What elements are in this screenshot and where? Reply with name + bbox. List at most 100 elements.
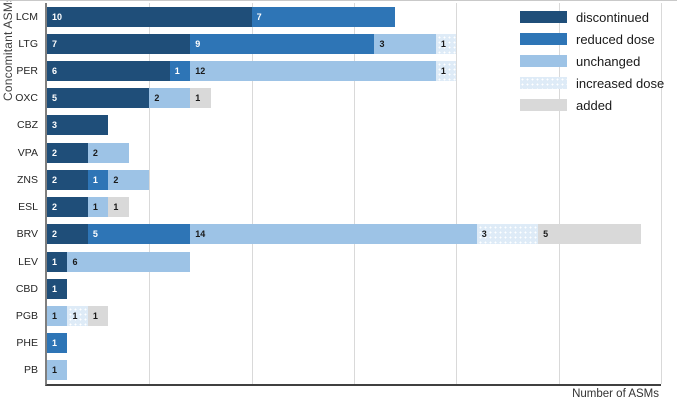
category-label-lcm: LCM <box>15 10 38 23</box>
category-label-cbz: CBZ <box>17 119 38 132</box>
bar-segment-unchanged: 1 <box>87 197 109 218</box>
legend-item-discontinued: discontinued <box>520 6 664 28</box>
legend-item-unchanged: unchanged <box>520 50 664 72</box>
bar-stack: 3 <box>47 115 661 136</box>
bar-row-pb: 1 <box>47 357 661 384</box>
category-label-cbd: CBD <box>15 282 38 295</box>
bar-row-esl: 2 1 1 <box>47 193 661 220</box>
legend-label: discontinued <box>576 9 649 25</box>
category-label-ltg: LTG <box>18 37 38 50</box>
bar-value-label: 2 <box>92 147 98 158</box>
bar-value-label: 6 <box>72 256 78 267</box>
bar-segment-unchanged: 2 <box>108 169 150 190</box>
bar-row-lcm: 10 7 <box>47 3 661 30</box>
legend: discontinued reduced dose unchanged increas… <box>520 6 664 116</box>
bar-stack: 6 1 12 1 <box>47 61 661 82</box>
bar-value-label: 1 <box>52 365 58 376</box>
bar-segment-discontinued: 1 <box>47 278 68 299</box>
gridline <box>456 3 458 384</box>
bar-value-label: 5 <box>52 93 58 104</box>
bar-segment-increased-dose: 1 <box>435 61 457 82</box>
bar-value-label: 2 <box>52 202 58 213</box>
bar-stack: 10 7 <box>47 6 661 27</box>
category-axis: LCM LTG PER OXC CBZ VPA ZNS ESL BRV LEV CBD PGB PHE P… <box>0 3 40 384</box>
bar-stack: 1 <box>47 333 661 354</box>
bar-value-label: 1 <box>52 338 58 349</box>
bar-segment-discontinued: 1 <box>47 251 68 272</box>
bar-value-label: 3 <box>52 120 58 131</box>
category-label-oxc: OXC <box>15 92 38 105</box>
legend-item-reduced-dose: reduced dose <box>520 28 664 50</box>
bar-row-per: 6 1 12 1 <box>47 57 661 84</box>
bar-value-label: 2 <box>52 147 58 158</box>
bar-value-label: 10 <box>52 11 63 22</box>
bar-segment-added: 1 <box>87 305 109 326</box>
bar-value-label: 1 <box>92 174 98 185</box>
bar-value-label: 1 <box>440 66 446 77</box>
bar-value-label: 5 <box>543 229 549 240</box>
bar-segment-discontinued: 2 <box>47 142 88 163</box>
bar-value-label: 1 <box>52 256 58 267</box>
bar-stack: 7 9 3 1 <box>47 33 661 54</box>
bar-value-label: 1 <box>113 202 119 213</box>
bar-value-label: 2 <box>154 93 160 104</box>
bar-value-label: 3 <box>481 229 487 240</box>
category-label-brv: BRV <box>16 228 38 241</box>
bar-segment-reduced-dose: 1 <box>47 333 68 354</box>
bar-row-brv: 2 5 14 3 5 <box>47 221 661 248</box>
bar-value-label: 7 <box>256 11 262 22</box>
bar-value-label: 1 <box>52 310 58 321</box>
bar-stack: 1 1 1 <box>47 305 661 326</box>
bar-row-cbz: 3 <box>47 112 661 139</box>
gridline <box>251 3 253 384</box>
legend-swatch <box>520 77 567 89</box>
bar-value-label: 1 <box>52 283 58 294</box>
bar-stack: 2 5 14 3 5 <box>47 224 661 245</box>
bar-value-label: 12 <box>195 66 206 77</box>
category-label-per: PER <box>16 65 38 78</box>
bar-row-oxc: 5 2 1 <box>47 85 661 112</box>
gridline <box>354 3 355 384</box>
bar-value-label: 3 <box>379 38 385 49</box>
gridline <box>661 3 662 384</box>
legend-label: reduced dose <box>576 31 655 47</box>
legend-label: unchanged <box>576 53 641 69</box>
bar-segment-unchanged: 6 <box>67 251 191 272</box>
legend-item-increased-dose: increased dose <box>520 72 664 94</box>
legend-label: added <box>576 97 613 113</box>
bar-stack: 2 1 2 <box>47 169 661 190</box>
bar-stack: 1 <box>47 278 661 299</box>
legend-label: increased dose <box>576 75 665 91</box>
bar-segment-increased-dose: 1 <box>67 305 88 326</box>
bar-value-label: 7 <box>52 38 58 49</box>
bar-segment-unchanged: 14 <box>190 224 477 245</box>
bar-value-label: 5 <box>92 229 98 240</box>
gridline <box>149 3 151 384</box>
legend-swatch <box>520 99 567 111</box>
category-label-zns: ZNS <box>17 173 38 186</box>
bar-value-label: 6 <box>52 66 58 77</box>
bar-segment-unchanged: 1 <box>47 360 68 381</box>
bar-segment-added: 1 <box>190 88 211 109</box>
bar-value-label: 1 <box>440 38 446 49</box>
legend-swatch <box>520 33 567 45</box>
bar-stack: 1 <box>47 360 661 381</box>
bar-segment-added: 1 <box>108 197 129 218</box>
bar-segment-unchanged: 2 <box>149 88 191 109</box>
bar-row-cbd: 1 <box>47 275 661 302</box>
bar-segment-unchanged: 1 <box>47 305 68 326</box>
bar-value-label: 1 <box>72 310 78 321</box>
bar-segment-discontinued: 2 <box>47 197 88 218</box>
bar-segment-unchanged: 3 <box>374 33 436 54</box>
category-label-pgb: PGB <box>15 309 38 322</box>
bar-segment-discontinued: 2 <box>47 169 88 190</box>
bar-row-pgb: 1 1 1 <box>47 302 661 329</box>
bar-segment-increased-dose: 3 <box>476 224 539 245</box>
bar-value-label: 1 <box>92 310 98 321</box>
bar-value-label: 2 <box>52 229 58 240</box>
bar-value-label: 14 <box>195 229 206 240</box>
bar-row-phe: 1 <box>47 330 661 357</box>
bar-segment-reduced-dose: 7 <box>251 6 395 27</box>
legend-item-added: added <box>520 94 664 116</box>
